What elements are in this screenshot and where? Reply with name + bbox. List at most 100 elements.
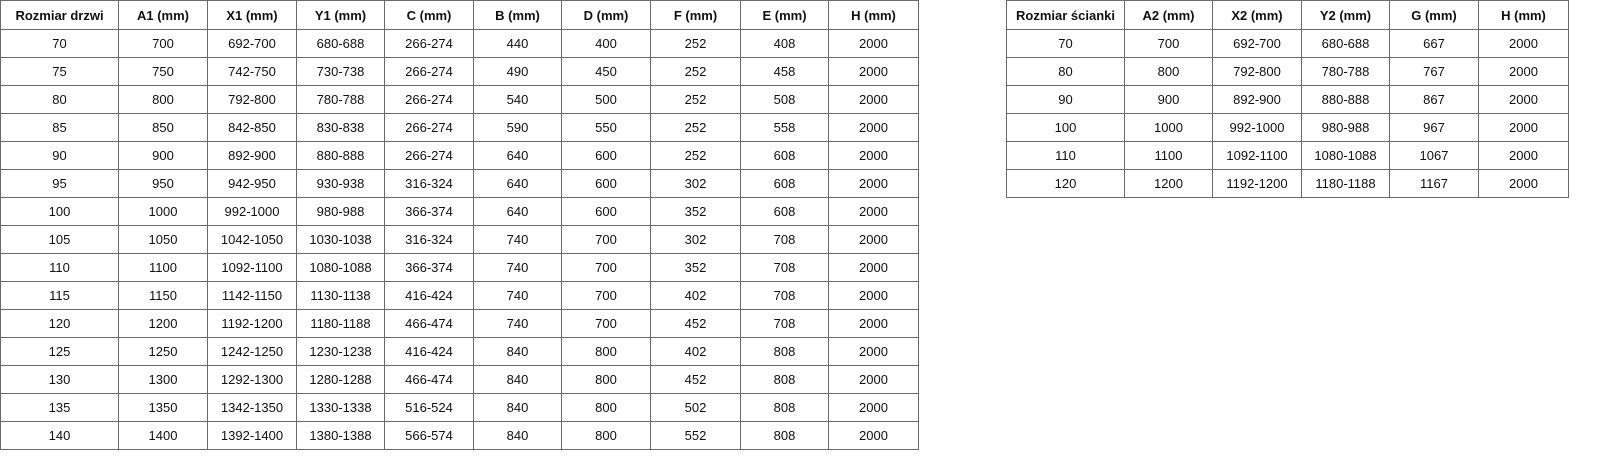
table-row: 120 1200 1192-1200 1180-1188 1167 2000: [1006, 169, 1569, 198]
table-row: 105 1050 1042-1050 1030-1038 316-324 740 700 30…: [0, 225, 919, 254]
table-cell: 2000: [1478, 141, 1569, 170]
table-cell: 416-424: [384, 281, 474, 310]
table-cell: 2000: [828, 337, 919, 366]
column-header: D (mm): [561, 0, 651, 30]
table-row: 90 900 892-900 880-888 867 2000: [1006, 85, 1569, 114]
table-row: 110 1100 1092-1100 1080-1088 366-374 740 700 35…: [0, 253, 919, 282]
table-cell: 70: [0, 29, 119, 58]
table-cell: 450: [561, 57, 651, 86]
table-cell: 808: [740, 421, 829, 450]
table-cell: 840: [473, 421, 562, 450]
table-cell: 140: [0, 421, 119, 450]
table-cell: 508: [740, 85, 829, 114]
column-header: H (mm): [828, 0, 919, 30]
column-header: H (mm): [1478, 0, 1569, 30]
table-cell: 900: [1124, 85, 1213, 114]
table-row: 80 800 792-800 780-788 266-274 540 500 252 508 20…: [0, 85, 919, 114]
table-cell: 800: [118, 85, 208, 114]
table-cell: 552: [650, 421, 741, 450]
table-cell: 680-688: [1301, 29, 1390, 58]
table-cell: 1130-1138: [296, 281, 385, 310]
column-header: A1 (mm): [118, 0, 208, 30]
table-cell: 130: [0, 365, 119, 394]
table-cell: 266-274: [384, 85, 474, 114]
table-cell: 402: [650, 337, 741, 366]
table-cell: 252: [650, 29, 741, 58]
table-cell: 566-574: [384, 421, 474, 450]
table-cell: 90: [0, 141, 119, 170]
table-cell: 2000: [828, 365, 919, 394]
table-cell: 792-800: [207, 85, 297, 114]
table-cell: 640: [473, 169, 562, 198]
table-cell: 780-788: [1301, 57, 1390, 86]
table-cell: 892-900: [207, 141, 297, 170]
table-cell: 502: [650, 393, 741, 422]
table-cell: 1067: [1389, 141, 1479, 170]
table-cell: 500: [561, 85, 651, 114]
table-cell: 2000: [828, 225, 919, 254]
table-cell: 1042-1050: [207, 225, 297, 254]
column-header: X2 (mm): [1212, 0, 1302, 30]
table-cell: 1392-1400: [207, 421, 297, 450]
table-cell: 352: [650, 197, 741, 226]
table-cell: 1100: [118, 253, 208, 282]
table-cell: 1250: [118, 337, 208, 366]
table-cell: 608: [740, 169, 829, 198]
table-cell: 316-324: [384, 169, 474, 198]
table-cell: 1150: [118, 281, 208, 310]
table-cell: 1200: [118, 309, 208, 338]
table-cell: 452: [650, 309, 741, 338]
table-cell: 2000: [828, 57, 919, 86]
table-cell: 490: [473, 57, 562, 86]
table-cell: 120: [0, 309, 119, 338]
table-cell: 266-274: [384, 57, 474, 86]
table-cell: 700: [561, 253, 651, 282]
column-header: Y2 (mm): [1301, 0, 1390, 30]
table-cell: 892-900: [1212, 85, 1302, 114]
table-cell: 302: [650, 225, 741, 254]
table-cell: 2000: [1478, 29, 1569, 58]
table-cell: 2000: [828, 421, 919, 450]
table-cell: 2000: [1478, 113, 1569, 142]
table-cell: 692-700: [1212, 29, 1302, 58]
table-cell: 516-524: [384, 393, 474, 422]
table-cell: 2000: [1478, 85, 1569, 114]
wall-dimensions-table: Rozmiar ścianki A2 (mm) X2 (mm) Y2 (mm) G (m…: [1006, 0, 1569, 198]
table-cell: 1000: [1124, 113, 1213, 142]
table-cell: 750: [118, 57, 208, 86]
column-header: G (mm): [1389, 0, 1479, 30]
table-cell: 1330-1338: [296, 393, 385, 422]
table-cell: 452: [650, 365, 741, 394]
table-cell: 1080-1088: [1301, 141, 1390, 170]
column-header: B (mm): [473, 0, 562, 30]
table-cell: 1380-1388: [296, 421, 385, 450]
table-cell: 700: [561, 309, 651, 338]
table-cell: 808: [740, 393, 829, 422]
table-cell: 115: [0, 281, 119, 310]
table-cell: 558: [740, 113, 829, 142]
table-cell: 402: [650, 281, 741, 310]
table-cell: 900: [118, 141, 208, 170]
table-cell: 466-474: [384, 309, 474, 338]
table-cell: 980-988: [1301, 113, 1390, 142]
table-cell: 930-938: [296, 169, 385, 198]
table-cell: 880-888: [296, 141, 385, 170]
table-cell: 1030-1038: [296, 225, 385, 254]
table-cell: 942-950: [207, 169, 297, 198]
table-cell: 700: [1124, 29, 1213, 58]
table-cell: 2000: [828, 141, 919, 170]
table-cell: 110: [1006, 141, 1125, 170]
table-cell: 608: [740, 141, 829, 170]
table-cell: 1292-1300: [207, 365, 297, 394]
table-cell: 600: [561, 197, 651, 226]
table-cell: 252: [650, 113, 741, 142]
table-row: 70 700 692-700 680-688 667 2000: [1006, 29, 1569, 58]
table-cell: 440: [473, 29, 562, 58]
table-cell: 366-374: [384, 197, 474, 226]
table-cell: 110: [0, 253, 119, 282]
table-cell: 1080-1088: [296, 253, 385, 282]
table-cell: 252: [650, 57, 741, 86]
column-header: E (mm): [740, 0, 829, 30]
column-header: A2 (mm): [1124, 0, 1213, 30]
table-cell: 967: [1389, 113, 1479, 142]
